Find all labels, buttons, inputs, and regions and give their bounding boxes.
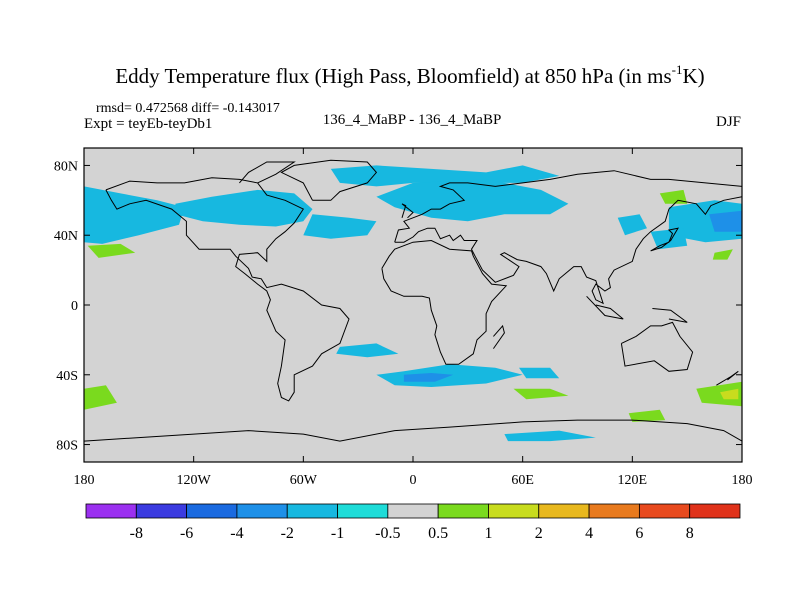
x-tick-label: 120E bbox=[618, 473, 648, 488]
region-w-pacific-band bbox=[668, 200, 742, 243]
colorbar-swatch bbox=[186, 503, 238, 519]
y-axis: 80N 40N 0 40S 80S bbox=[54, 159, 742, 454]
colorbar-label: -2 bbox=[281, 525, 294, 542]
coastline-0 bbox=[105, 177, 350, 402]
region-far-east-green bbox=[712, 249, 733, 260]
region-arctic-band bbox=[330, 165, 560, 187]
colorbar-swatch bbox=[689, 503, 741, 519]
coastline-8 bbox=[492, 324, 505, 349]
colorbar-swatch bbox=[538, 503, 590, 519]
region-pacific-green-nw bbox=[87, 243, 136, 258]
region-e-pacific-green bbox=[696, 381, 742, 407]
colorbar-label: 8 bbox=[686, 525, 694, 542]
coastline-9 bbox=[650, 227, 680, 252]
y-tick-label: 0 bbox=[71, 299, 78, 314]
chart-title-superscript: -1 bbox=[672, 62, 683, 77]
coastline-7 bbox=[401, 203, 414, 219]
y-tick-label: 40N bbox=[54, 229, 78, 244]
region-atlantic-west-band bbox=[303, 214, 377, 239]
chart-title-main: Eddy Temperature flux (High Pass, Bloomf… bbox=[115, 64, 671, 88]
x-tick-label: 180 bbox=[74, 473, 95, 488]
region-w-pacific-core bbox=[709, 210, 742, 232]
coastline-11 bbox=[652, 308, 688, 323]
y-tick-label: 80N bbox=[54, 159, 78, 174]
region-siberia-patch bbox=[617, 214, 647, 236]
colorbar-swatch bbox=[437, 503, 489, 519]
coastline-5 bbox=[280, 159, 378, 201]
colorbar-label: 1 bbox=[484, 525, 492, 542]
y-tick-label: 80S bbox=[56, 439, 78, 454]
x-tick-label: 60W bbox=[290, 473, 318, 488]
colorbar-label: -6 bbox=[180, 525, 193, 542]
colorbar-swatch bbox=[85, 503, 137, 519]
colorbar-swatch bbox=[488, 503, 540, 519]
x-tick-label: 0 bbox=[410, 473, 417, 488]
region-s-pacific-patch bbox=[519, 367, 560, 379]
coastline-6 bbox=[239, 161, 296, 184]
coastline-3 bbox=[620, 321, 694, 372]
region-antarctic-green bbox=[628, 409, 666, 422]
region-s-atlantic-band bbox=[336, 343, 399, 358]
region-europe-band bbox=[376, 179, 569, 222]
region-e-pacific-yellow bbox=[720, 388, 739, 400]
coastline-10 bbox=[586, 295, 624, 320]
colorbar-label: -0.5 bbox=[375, 525, 400, 542]
chart-title: Eddy Temperature flux (High Pass, Bloomf… bbox=[115, 62, 704, 88]
colorbar-swatch bbox=[286, 503, 338, 519]
region-n-atlantic-band bbox=[175, 189, 313, 227]
stats-text: rmsd= 0.472568 diff= -0.143017 bbox=[96, 101, 280, 116]
coastlines bbox=[84, 159, 742, 442]
colorbar-swatch bbox=[638, 503, 691, 519]
region-s-indian-green bbox=[513, 388, 569, 400]
x-tick-label: 180 bbox=[732, 473, 753, 488]
colorbar-swatch bbox=[588, 503, 640, 519]
region-n-pacific-band bbox=[84, 186, 185, 244]
colorbar-label: 4 bbox=[585, 525, 593, 542]
coastline-12 bbox=[716, 370, 739, 386]
map-area bbox=[83, 147, 743, 463]
colorbar-label: -4 bbox=[230, 525, 243, 542]
chart-title-suffix: K) bbox=[682, 64, 704, 88]
colorbar-label: 6 bbox=[635, 525, 643, 542]
colorbar-label: -1 bbox=[331, 525, 344, 542]
region-japan-patch bbox=[650, 228, 688, 250]
x-tick-label: 120W bbox=[177, 473, 212, 488]
region-southern-ocean-core bbox=[403, 373, 454, 382]
right-subtitle: DJF bbox=[716, 114, 741, 130]
colorbar-swatch bbox=[236, 503, 288, 519]
coastline-4 bbox=[84, 419, 742, 442]
colorbar-swatch bbox=[337, 503, 389, 519]
x-axis: 180 120W 60W 0 60E 120E 180 bbox=[74, 148, 753, 488]
coastline-2 bbox=[381, 239, 508, 365]
colorbar: -8 -6 -4 -2 -1 -0.5 0.5 1 2 4 6 8 bbox=[85, 503, 741, 542]
colorbar-label: -8 bbox=[130, 525, 143, 542]
y-tick-label: 40S bbox=[56, 369, 78, 384]
contour-regions bbox=[84, 165, 742, 442]
left-subtitle: Expt = teyEb-teyDb1 bbox=[84, 116, 212, 132]
x-tick-label: 60E bbox=[511, 473, 534, 488]
region-s-pacific-green bbox=[84, 385, 117, 410]
region-antarctic-band bbox=[504, 430, 596, 442]
colorbar-label: 0.5 bbox=[428, 525, 448, 542]
colorbar-swatch bbox=[135, 503, 188, 519]
colorbar-label: 2 bbox=[535, 525, 543, 542]
colorbar-swatch bbox=[387, 503, 439, 519]
center-subtitle: 136_4_MaBP - 136_4_MaBP bbox=[323, 112, 502, 128]
coastline-1 bbox=[394, 170, 742, 305]
